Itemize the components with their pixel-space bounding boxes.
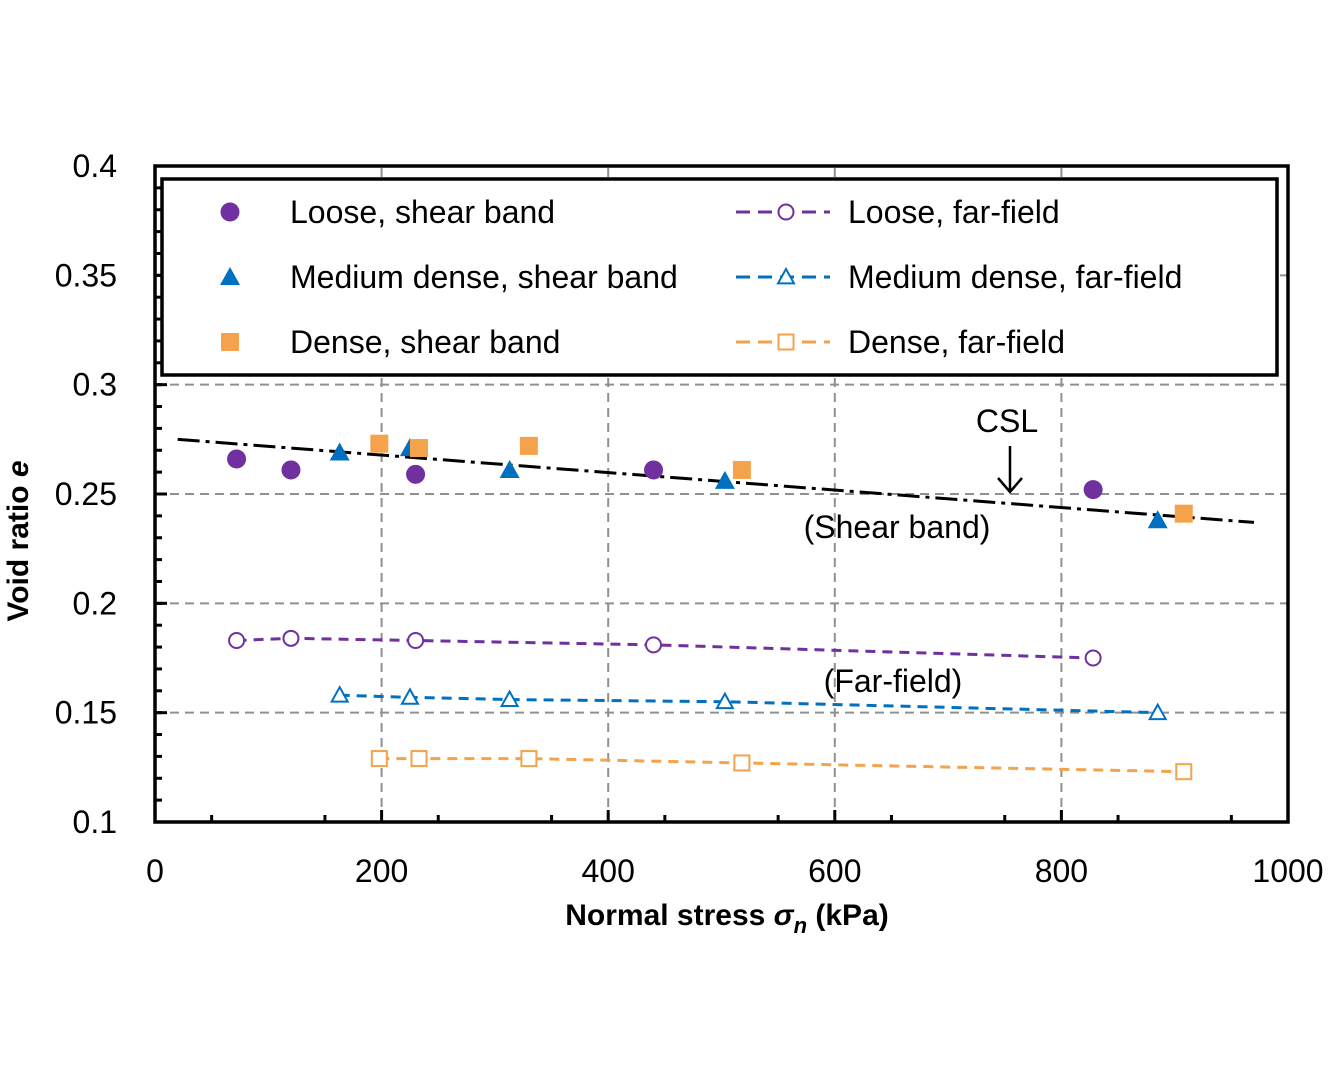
y-tick-label: 0.1 xyxy=(73,804,117,840)
y-tick-label: 0.2 xyxy=(73,585,117,621)
data-point xyxy=(645,636,663,654)
legend-entry: Loose, shear band xyxy=(220,194,555,230)
legend-entry: Medium dense, far-field xyxy=(736,259,1182,295)
x-tick-label: 0 xyxy=(146,853,164,889)
series-dense-far-field xyxy=(370,750,1193,781)
legend-entry: Loose, far-field xyxy=(736,194,1060,230)
legend-marker xyxy=(777,333,795,351)
data-point xyxy=(1083,480,1103,500)
data-point xyxy=(409,439,428,458)
legend-label: Dense, shear band xyxy=(290,324,560,360)
legend-marker xyxy=(776,266,796,285)
legend-entry: Dense, shear band xyxy=(221,324,560,360)
data-point xyxy=(329,442,350,461)
data-point xyxy=(400,687,420,705)
series-line xyxy=(236,636,1094,660)
y-tick-label: 0.3 xyxy=(73,367,117,403)
data-point xyxy=(1084,649,1102,667)
legend-marker xyxy=(220,202,240,222)
x-tick-label: 800 xyxy=(1035,853,1088,889)
series-loose-shear-band xyxy=(227,449,1103,500)
shear-band-label: (Shear band) xyxy=(804,509,991,545)
y-axis-title: Void ratio e xyxy=(2,460,35,621)
data-point xyxy=(1147,510,1168,529)
data-point xyxy=(329,685,350,703)
csl-arrow xyxy=(997,446,1023,494)
series-dense-shear-band xyxy=(370,434,1193,523)
data-point xyxy=(406,464,426,484)
legend-label: Loose, far-field xyxy=(848,194,1060,230)
annotations: CSL (Shear band) (Far-field) xyxy=(804,403,1039,699)
legend-marker xyxy=(221,333,239,351)
data-point xyxy=(714,470,735,489)
data-point xyxy=(1174,504,1193,523)
legend-marker xyxy=(777,203,795,221)
data-point xyxy=(1148,702,1168,721)
legend-entry: Dense, far-field xyxy=(736,324,1065,360)
far-field-label: (Far-field) xyxy=(824,663,963,699)
y-tick-label: 0.15 xyxy=(55,695,117,731)
data-point xyxy=(715,691,735,710)
data-point xyxy=(370,750,388,768)
csl-label: CSL xyxy=(976,403,1038,439)
data-point xyxy=(519,436,538,455)
data-point xyxy=(410,750,428,768)
series-line xyxy=(379,757,1184,774)
x-tick-label: 600 xyxy=(808,853,861,889)
data-point xyxy=(282,629,300,647)
data-point xyxy=(228,632,246,650)
x-axis-title: Normal stress σn (kPa) xyxy=(565,899,889,938)
series-loose-far-field xyxy=(228,629,1102,667)
x-tick-label: 1000 xyxy=(1252,853,1323,889)
data-point xyxy=(407,632,425,650)
y-tick-label: 0.4 xyxy=(73,148,117,184)
legend-marker xyxy=(220,267,240,285)
axis-ticks: 0 200 400 600 800 1000 0.1 0.15 0.2 0.25 0.3 0.35 0.… xyxy=(55,148,1324,889)
data-point xyxy=(1175,763,1193,781)
data-point xyxy=(227,449,247,469)
data-point xyxy=(499,459,520,478)
legend-entry: Medium dense, shear band xyxy=(220,259,678,295)
data-point xyxy=(733,754,751,772)
legend-box xyxy=(160,177,1279,377)
x-tick-label: 200 xyxy=(355,853,408,889)
csl-line xyxy=(177,437,1255,524)
data-point xyxy=(499,689,520,707)
series-line xyxy=(339,693,1158,715)
legend: Loose, shear band Medium dense, shear ban… xyxy=(160,177,1279,377)
data-series xyxy=(177,434,1255,781)
x-tick-label: 400 xyxy=(582,853,635,889)
legend-label: Dense, far-field xyxy=(848,324,1065,360)
data-point xyxy=(644,460,664,480)
data-point xyxy=(520,750,538,768)
legend-label: Medium dense, far-field xyxy=(848,259,1182,295)
data-point xyxy=(281,460,301,480)
legend-label: Medium dense, shear band xyxy=(290,259,678,295)
y-tick-label: 0.35 xyxy=(55,257,117,293)
legend-label: Loose, shear band xyxy=(290,194,555,230)
data-point xyxy=(732,460,751,479)
series-medium-dense-far-field xyxy=(329,685,1168,721)
data-point xyxy=(370,434,389,453)
y-tick-label: 0.25 xyxy=(55,476,117,512)
